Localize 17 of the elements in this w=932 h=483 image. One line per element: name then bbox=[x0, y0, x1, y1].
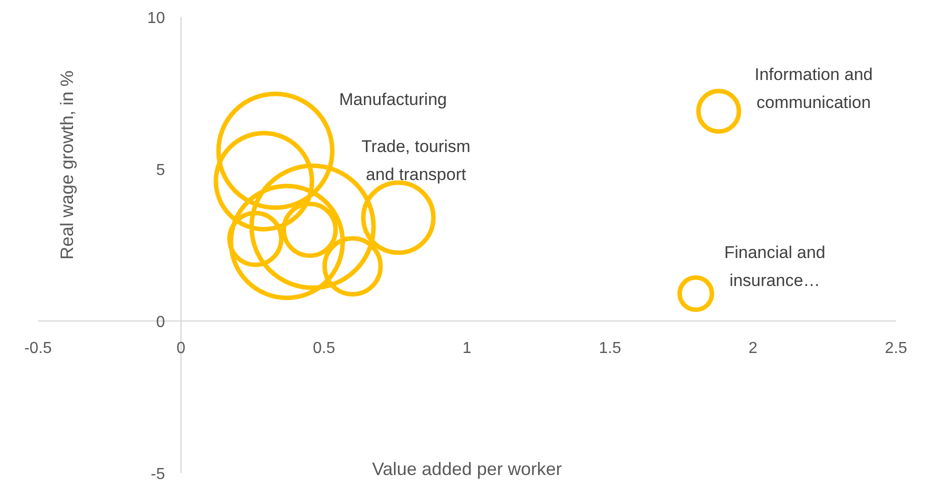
annotation: Information and communication bbox=[754, 64, 873, 114]
annotation: Manufacturing bbox=[339, 89, 447, 111]
x-tick-label: 2.5 bbox=[884, 340, 908, 357]
y-tick-label: 0 bbox=[156, 314, 166, 331]
x-tick-label: 0.5 bbox=[312, 340, 336, 357]
x-tick-label: 0 bbox=[176, 340, 186, 357]
y-tick-label: 10 bbox=[147, 10, 166, 27]
x-tick-label: 1 bbox=[462, 340, 472, 357]
x-tick-label: 1.5 bbox=[598, 340, 622, 357]
annotation: Financial and insurance… bbox=[724, 242, 826, 292]
annotation: Trade, tourism and transport bbox=[362, 136, 470, 186]
x-tick-label: 2 bbox=[748, 340, 758, 357]
y-tick-label: 5 bbox=[156, 162, 166, 179]
y-axis-title: Real wage growth, in % bbox=[56, 69, 78, 262]
x-tick-label: -0.5 bbox=[24, 340, 52, 357]
x-axis-title: Value added per worker bbox=[371, 459, 563, 480]
y-tick-label: -5 bbox=[150, 466, 166, 483]
